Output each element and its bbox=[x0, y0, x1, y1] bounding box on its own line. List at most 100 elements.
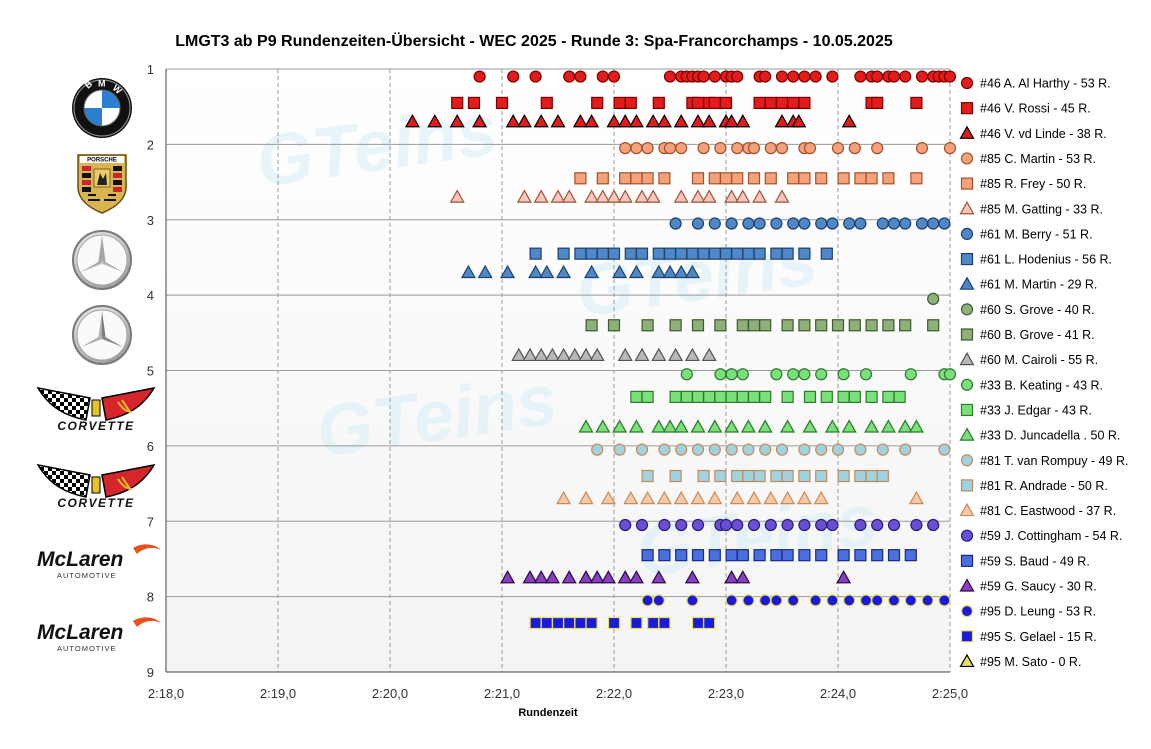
mercedes-logo-1 bbox=[72, 230, 132, 290]
data-point bbox=[673, 490, 689, 505]
series-11 bbox=[511, 347, 717, 362]
bmw-logo-b: B bbox=[83, 78, 95, 90]
data-point bbox=[747, 390, 761, 403]
legend-entry: #81 T. van Rompuy - 49 R. bbox=[960, 454, 1128, 468]
data-point bbox=[831, 443, 845, 456]
legend-entry: #81 R. Andrade - 50 R. bbox=[960, 479, 1108, 493]
data-point bbox=[617, 347, 633, 362]
data-point bbox=[641, 142, 654, 155]
legend-label: #81 C. Eastwood - 37 R. bbox=[980, 504, 1116, 518]
data-point bbox=[798, 96, 811, 110]
data-point bbox=[652, 247, 665, 260]
legend-label: #95 M. Sato - 0 R. bbox=[980, 655, 1081, 669]
data-point bbox=[641, 319, 654, 332]
data-point bbox=[528, 264, 544, 279]
legend-entry: #59 J. Cottingham - 54 R. bbox=[960, 529, 1122, 543]
data-point bbox=[871, 594, 884, 607]
data-point bbox=[645, 114, 661, 128]
legend-marker bbox=[960, 102, 974, 115]
data-point bbox=[449, 189, 465, 203]
data-point bbox=[495, 96, 509, 110]
data-point bbox=[556, 264, 572, 279]
data-point bbox=[927, 292, 940, 305]
data-point bbox=[921, 594, 934, 607]
data-point bbox=[887, 518, 901, 532]
data-point bbox=[641, 390, 654, 403]
data-point bbox=[675, 443, 688, 456]
data-point bbox=[675, 518, 688, 532]
data-point bbox=[680, 368, 693, 381]
legend-marker bbox=[959, 578, 975, 592]
data-point bbox=[628, 419, 644, 433]
data-point bbox=[578, 490, 594, 505]
data-point bbox=[522, 347, 538, 362]
series-21 bbox=[641, 594, 951, 607]
data-point bbox=[540, 616, 553, 630]
data-point bbox=[787, 594, 800, 607]
bmw-logo: B M W bbox=[72, 78, 132, 138]
data-point bbox=[668, 347, 684, 362]
data-point bbox=[691, 518, 705, 532]
data-point bbox=[658, 549, 671, 562]
series-12 bbox=[680, 368, 957, 381]
data-point bbox=[613, 96, 626, 110]
series-3 bbox=[619, 142, 957, 155]
data-point bbox=[753, 217, 766, 230]
data-point bbox=[544, 347, 560, 362]
legend-label: #61 L. Hodenius - 56 R. bbox=[980, 253, 1112, 267]
data-point bbox=[589, 570, 605, 584]
data-point bbox=[500, 570, 516, 584]
data-point bbox=[724, 419, 740, 433]
data-point bbox=[775, 142, 789, 155]
data-point bbox=[673, 419, 689, 433]
data-point bbox=[617, 189, 633, 203]
mercedes-logo-2 bbox=[72, 305, 132, 365]
legend-marker bbox=[960, 328, 974, 341]
series-7 bbox=[529, 247, 833, 260]
data-point bbox=[600, 490, 616, 505]
data-point bbox=[669, 390, 682, 403]
data-point bbox=[584, 264, 600, 279]
legend-label: #59 G. Saucy - 30 R. bbox=[980, 580, 1097, 594]
data-point bbox=[759, 594, 772, 607]
data-point bbox=[864, 419, 880, 433]
data-point bbox=[451, 96, 464, 110]
legend-label: #46 V. vd Linde - 38 R. bbox=[980, 127, 1107, 141]
data-point bbox=[714, 469, 727, 483]
legend-marker bbox=[960, 479, 974, 492]
data-point bbox=[897, 419, 913, 433]
legend-label: #85 C. Martin - 53 R. bbox=[980, 152, 1096, 166]
data-point bbox=[708, 443, 721, 456]
data-point bbox=[619, 518, 632, 532]
data-point bbox=[708, 70, 721, 83]
data-point bbox=[781, 390, 794, 403]
legend-entry: #33 J. Edgar - 43 R. bbox=[960, 403, 1092, 417]
data-point bbox=[516, 189, 532, 203]
data-point bbox=[798, 549, 811, 562]
legend-entry: #33 D. Juncadella . 50 R. bbox=[959, 427, 1120, 443]
data-point bbox=[752, 189, 768, 203]
data-point bbox=[719, 247, 733, 260]
series-5 bbox=[449, 189, 790, 203]
data-point bbox=[656, 114, 672, 128]
data-point bbox=[742, 247, 755, 260]
legend-entry: #46 A. Al Harthy - 53 R. bbox=[960, 77, 1111, 91]
legend-label: #61 M. Berry - 51 R. bbox=[980, 227, 1093, 241]
data-point bbox=[887, 594, 901, 607]
data-point bbox=[736, 319, 749, 332]
data-point bbox=[943, 70, 957, 83]
data-point bbox=[606, 114, 622, 128]
data-point bbox=[859, 594, 873, 607]
series-10 bbox=[585, 319, 940, 332]
data-point bbox=[859, 368, 873, 381]
data-point bbox=[731, 172, 744, 185]
data-point bbox=[938, 217, 951, 230]
data-point bbox=[759, 70, 772, 83]
data-point bbox=[770, 469, 783, 483]
data-point bbox=[770, 594, 783, 607]
data-point bbox=[684, 347, 700, 362]
data-point bbox=[585, 616, 598, 630]
data-point bbox=[753, 247, 766, 260]
series-9 bbox=[927, 292, 940, 305]
data-point bbox=[848, 319, 861, 332]
